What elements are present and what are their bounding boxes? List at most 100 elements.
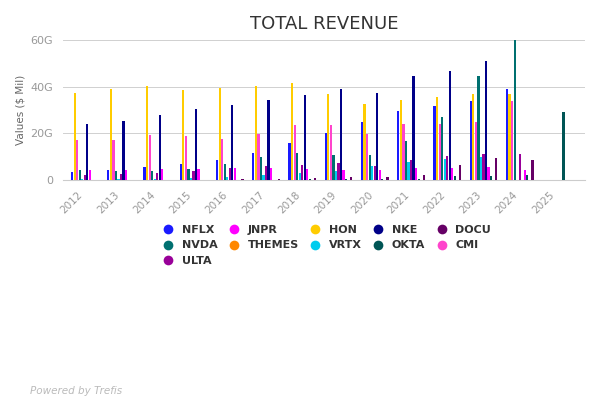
Bar (76, 140, 78, 180)
Bar (293, 125, 296, 180)
Bar (83, 175, 86, 180)
Legend: NFLX, NVDA, ULTA, JNPR, THEMES, HON, VRTX, NKE, OKTA, DOCU, CMI: NFLX, NVDA, ULTA, JNPR, THEMES, HON, VRT… (157, 225, 491, 266)
Bar (337, 163, 340, 180)
Bar (197, 169, 200, 180)
Bar (443, 159, 446, 180)
Bar (478, 76, 479, 180)
Bar (218, 88, 221, 180)
Bar (345, 179, 347, 180)
Bar (143, 167, 146, 180)
Bar (154, 179, 156, 180)
Bar (325, 133, 327, 180)
Bar (524, 170, 526, 180)
Bar (371, 166, 373, 180)
Bar (120, 174, 122, 180)
Bar (187, 169, 190, 180)
Bar (151, 170, 154, 180)
Bar (216, 160, 218, 180)
Bar (402, 124, 404, 180)
Bar (470, 102, 472, 180)
Bar (81, 179, 83, 180)
Bar (459, 165, 461, 180)
Bar (439, 124, 441, 180)
Bar (415, 168, 417, 180)
Bar (475, 122, 477, 180)
Bar (495, 158, 497, 180)
Bar (122, 121, 125, 180)
Bar (343, 170, 345, 180)
Bar (296, 153, 298, 180)
Bar (190, 178, 192, 180)
Bar (224, 164, 226, 180)
Bar (270, 168, 272, 180)
Bar (118, 179, 119, 180)
Bar (278, 179, 280, 180)
Bar (182, 90, 184, 180)
Bar (115, 170, 117, 180)
Bar (366, 134, 368, 180)
Bar (472, 94, 475, 180)
Bar (350, 177, 352, 180)
Bar (441, 117, 443, 180)
Bar (340, 89, 342, 180)
Bar (306, 169, 308, 180)
Bar (532, 160, 533, 180)
Bar (112, 140, 115, 180)
Bar (71, 172, 73, 180)
Bar (487, 167, 490, 180)
Bar (125, 170, 127, 180)
Bar (335, 171, 337, 180)
Bar (451, 168, 454, 180)
Bar (490, 176, 492, 180)
Bar (405, 141, 407, 180)
Bar (454, 176, 456, 180)
Bar (361, 122, 363, 180)
Bar (226, 176, 229, 180)
Bar (74, 93, 76, 180)
Bar (301, 165, 304, 180)
Bar (410, 160, 412, 180)
Bar (289, 143, 290, 180)
Bar (149, 135, 151, 180)
Title: TOTAL REVENUE: TOTAL REVENUE (250, 15, 398, 33)
Bar (376, 93, 379, 180)
Bar (309, 179, 311, 180)
Bar (418, 179, 420, 180)
Bar (508, 94, 511, 180)
Bar (526, 175, 529, 180)
Bar (260, 158, 262, 180)
Bar (314, 178, 316, 180)
Bar (195, 109, 197, 180)
Bar (185, 136, 187, 180)
Bar (386, 177, 389, 180)
Bar (268, 100, 269, 180)
Bar (480, 157, 482, 180)
Bar (330, 125, 332, 180)
Bar (291, 82, 293, 180)
Bar (156, 173, 158, 180)
Bar (110, 89, 112, 180)
Bar (422, 175, 425, 180)
Bar (332, 155, 335, 180)
Bar (449, 71, 451, 180)
Bar (397, 111, 400, 180)
Bar (514, 38, 516, 180)
Bar (86, 124, 88, 180)
Bar (412, 76, 415, 180)
Bar (381, 179, 383, 180)
Y-axis label: Values ($ Mil): Values ($ Mil) (15, 75, 25, 145)
Bar (327, 94, 329, 180)
Bar (255, 86, 257, 180)
Bar (436, 97, 438, 180)
Bar (146, 86, 148, 180)
Bar (221, 139, 223, 180)
Bar (161, 169, 163, 180)
Bar (446, 156, 448, 180)
Bar (158, 115, 161, 180)
Bar (379, 170, 381, 180)
Bar (433, 106, 436, 180)
Bar (506, 89, 508, 180)
Bar (180, 164, 182, 180)
Bar (257, 134, 260, 180)
Bar (234, 168, 236, 180)
